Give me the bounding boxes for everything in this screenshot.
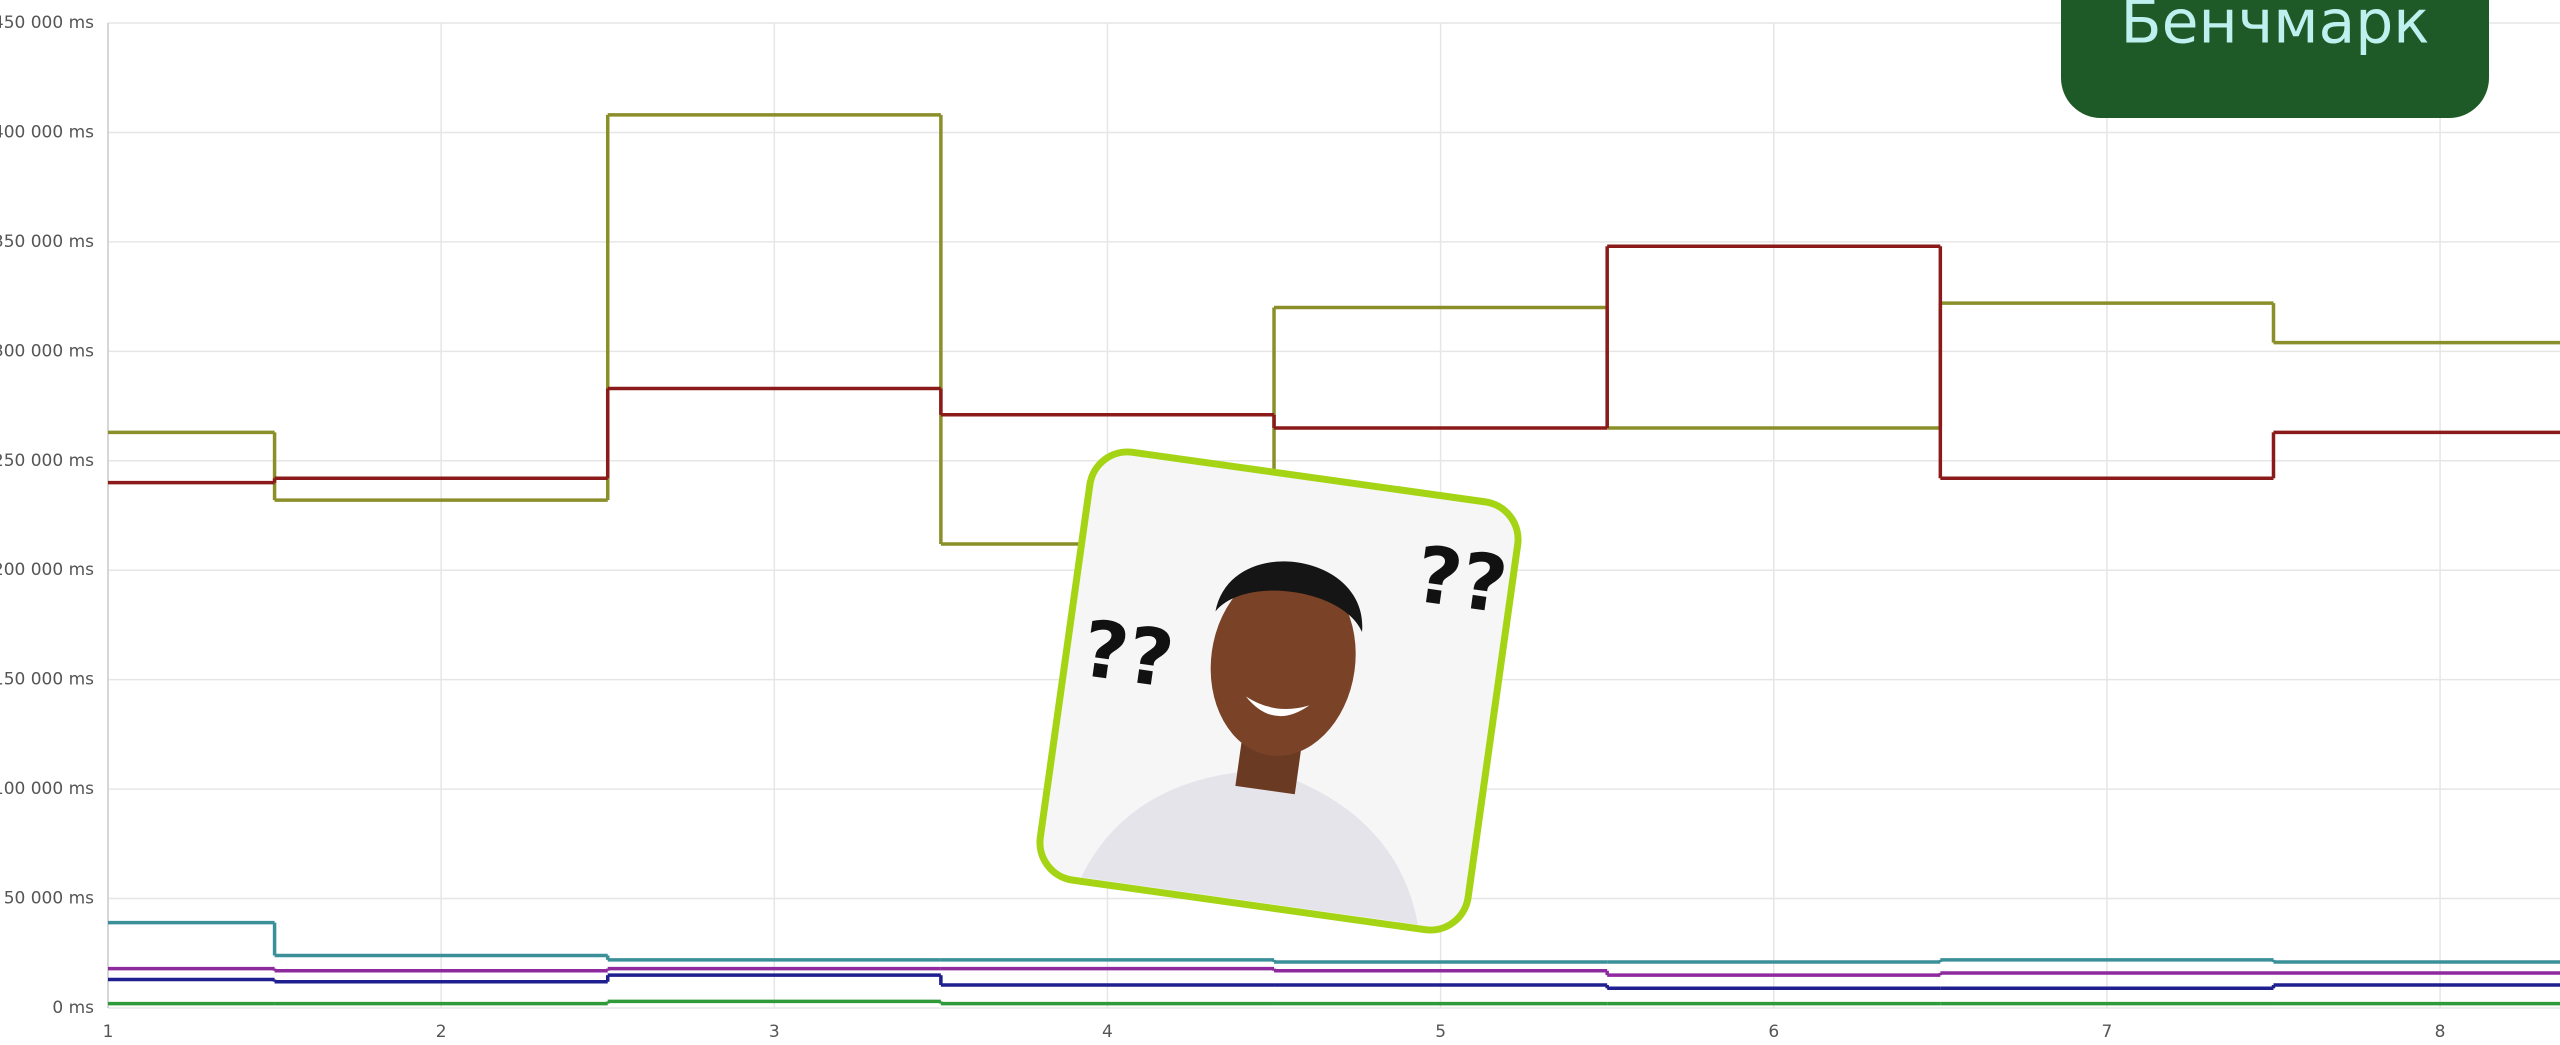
x-tick-label: 1 [103, 1022, 114, 1042]
x-tick-label: 4 [1102, 1022, 1113, 1042]
y-tick-label: 400 000 ms [0, 122, 94, 142]
x-tick-label: 7 [2101, 1022, 2112, 1042]
y-tick-label: 300 000 ms [0, 341, 94, 361]
badge-label[interactable]: Бенчмарк [2120, 0, 2429, 58]
meme-face [1210, 566, 1356, 756]
x-tick-label: 6 [1768, 1022, 1779, 1042]
x-tick-label: 8 [2435, 1022, 2446, 1042]
badge[interactable]: Бенчмарк [2061, 0, 2489, 118]
y-tick-label: 0 ms [52, 998, 94, 1018]
y-tick-label: 250 000 ms [0, 451, 94, 471]
meme-question: ?? [1410, 530, 1512, 632]
y-tick-label: 350 000 ms [0, 232, 94, 252]
badge-box[interactable] [2061, 0, 2489, 118]
meme-question: ?? [1077, 604, 1179, 706]
meme-image: ?? ?? [1036, 448, 1522, 934]
meme-smile [1245, 696, 1310, 717]
x-tick-label: 5 [1435, 1022, 1446, 1042]
y-tick-label: 450 000 ms [0, 13, 94, 33]
y-tick-label: 50 000 ms [4, 889, 94, 909]
y-tick-label: 150 000 ms [0, 670, 94, 690]
x-tick-label: 2 [436, 1022, 447, 1042]
y-tick-label: 200 000 ms [0, 560, 94, 580]
meme-shirt [1081, 770, 1418, 925]
x-tick-label: 3 [769, 1022, 780, 1042]
meme-hair [1215, 561, 1363, 632]
y-tick-label: 100 000 ms [0, 779, 94, 799]
